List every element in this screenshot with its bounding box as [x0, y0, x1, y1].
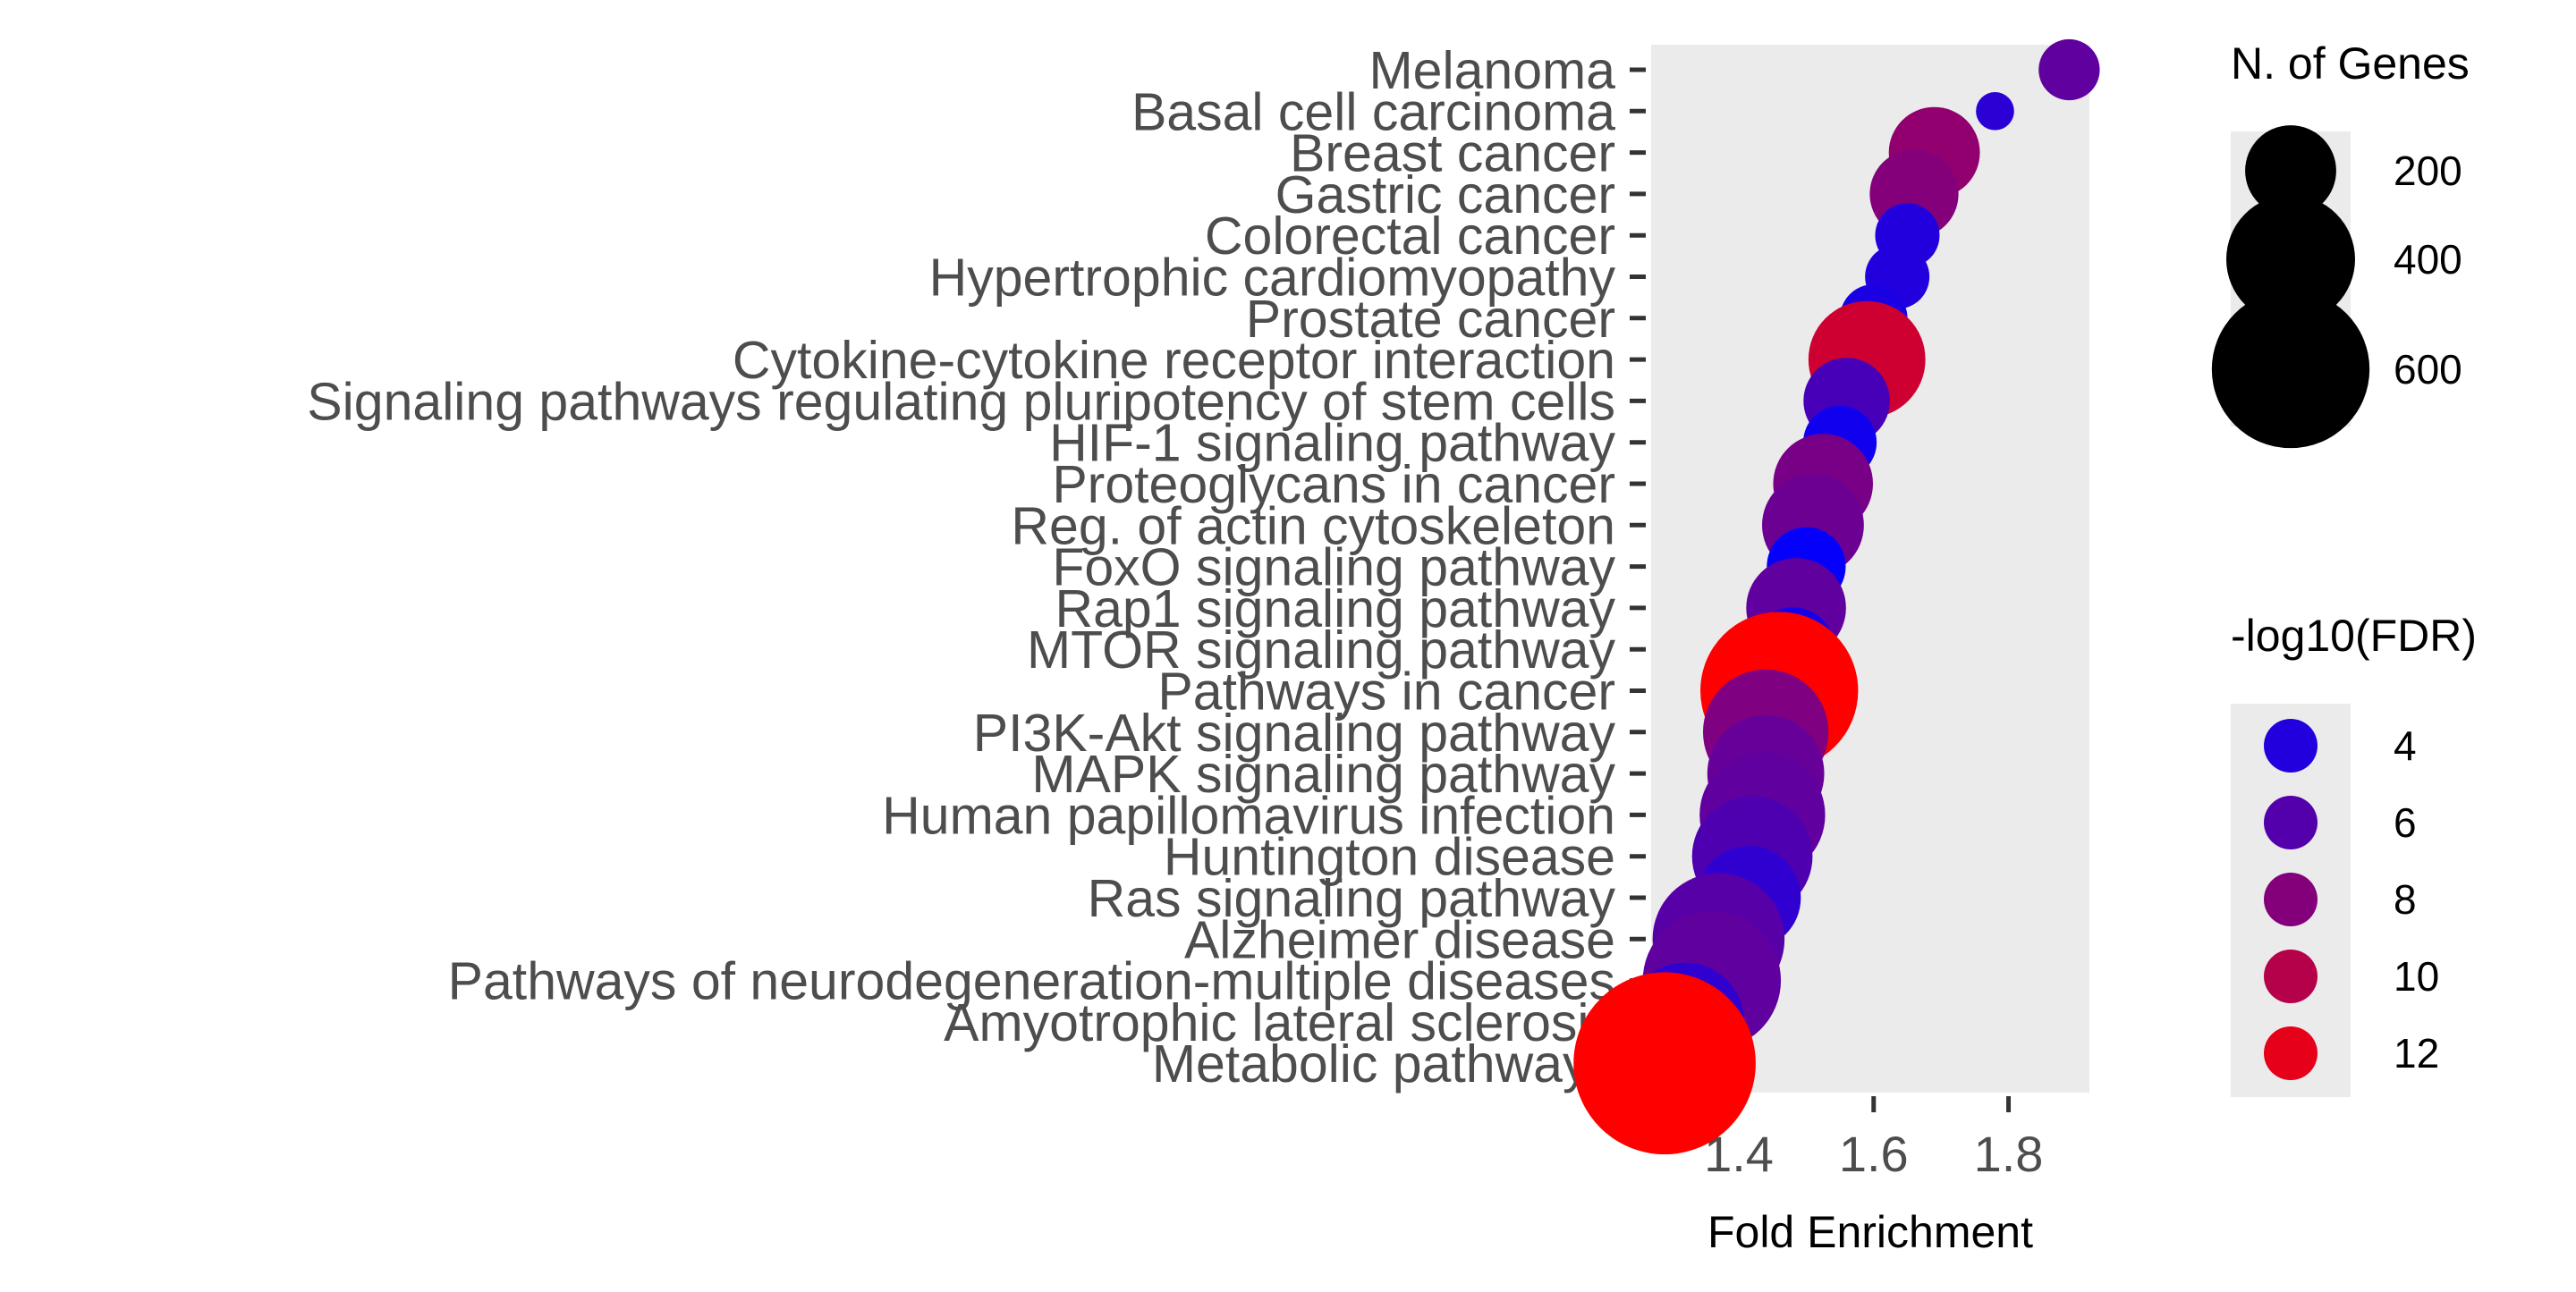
y-tick-label: HIF-1 signaling pathway: [1049, 414, 1615, 473]
size-legend-key: [2245, 125, 2336, 216]
color-legend-key: [2264, 873, 2318, 926]
size-legend-label: 400: [2394, 236, 2462, 283]
color-legend-key: [2264, 1026, 2318, 1080]
y-tick-label: MAPK signaling pathway: [1031, 745, 1615, 804]
color-legend-key: [2264, 796, 2318, 849]
y-tick-label: Proteoglycans in cancer: [1052, 455, 1615, 514]
y-tick-label: Basal cell carcinoma: [1131, 82, 1615, 141]
y-tick-label: Alzheimer disease: [1184, 910, 1615, 969]
y-tick-label: Hypertrophic cardiomyopathy: [929, 249, 1616, 308]
y-tick-label: Pathways in cancer: [1157, 663, 1615, 722]
y-tick-label: Huntington disease: [1164, 828, 1615, 887]
x-tick-label: 1.8: [1974, 1126, 2044, 1182]
y-tick-label: Breast cancer: [1290, 124, 1615, 183]
y-tick-label: PI3K-Akt signaling pathway: [973, 704, 1616, 763]
y-tick-label: FoxO signaling pathway: [1052, 538, 1615, 597]
color-legend-key: [2264, 950, 2318, 1003]
color-legend-label: 8: [2394, 876, 2417, 923]
y-tick-label: Signaling pathways regulating pluripoten…: [307, 372, 1615, 431]
color-legend-label: 6: [2394, 799, 2417, 846]
y-tick-label: Cytokine-cytokine receptor interaction: [733, 331, 1615, 390]
y-tick-label: Melanoma: [1369, 41, 1616, 100]
size-legend-key: [2226, 195, 2355, 324]
data-points: [1573, 38, 2100, 1155]
color-legend: -log10(FDR) 4 6 8 10 12: [2231, 611, 2477, 1097]
color-legend-label: 4: [2394, 722, 2417, 769]
y-tick-label: Pathways of neurodegeneration-multiple d…: [448, 952, 1615, 1011]
y-tick-label: Amyotrophic lateral sclerosis: [944, 993, 1615, 1052]
size-legend-key: [2211, 290, 2370, 449]
x-tick-label: 1.6: [1839, 1126, 1909, 1182]
y-tick-label: Ras signaling pathway: [1088, 869, 1616, 928]
color-legend-key: [2264, 719, 2318, 773]
x-axis: 1.4 1.6 1.8: [1704, 1096, 2043, 1182]
data-point: [1976, 92, 2014, 131]
x-axis-title: Fold Enrichment: [1707, 1207, 2033, 1257]
y-tick-label: Human papillomavirus infection: [882, 786, 1615, 845]
data-point: [1573, 972, 1756, 1155]
y-tick-label: MTOR signaling pathway: [1027, 621, 1616, 680]
size-legend-title: N. of Genes: [2231, 38, 2470, 89]
y-tick-label: Metabolic pathways: [1152, 1034, 1615, 1094]
color-legend-label: 10: [2394, 953, 2439, 1000]
y-tick-label: Rap1 signaling pathway: [1055, 579, 1616, 638]
y-tick-label: Reg. of actin cytoskeleton: [1011, 496, 1615, 555]
color-legend-label: 12: [2394, 1030, 2439, 1077]
y-tick-label: Colorectal cancer: [1205, 207, 1615, 266]
data-point: [2038, 38, 2100, 101]
color-legend-title: -log10(FDR): [2231, 611, 2477, 661]
size-legend: N. of Genes 200 400 600: [2211, 38, 2470, 449]
y-tick-label: Gastric cancer: [1275, 165, 1615, 224]
y-tick-label: Prostate cancer: [1246, 290, 1615, 349]
size-legend-label: 600: [2394, 346, 2462, 393]
size-legend-label: 200: [2394, 148, 2462, 194]
